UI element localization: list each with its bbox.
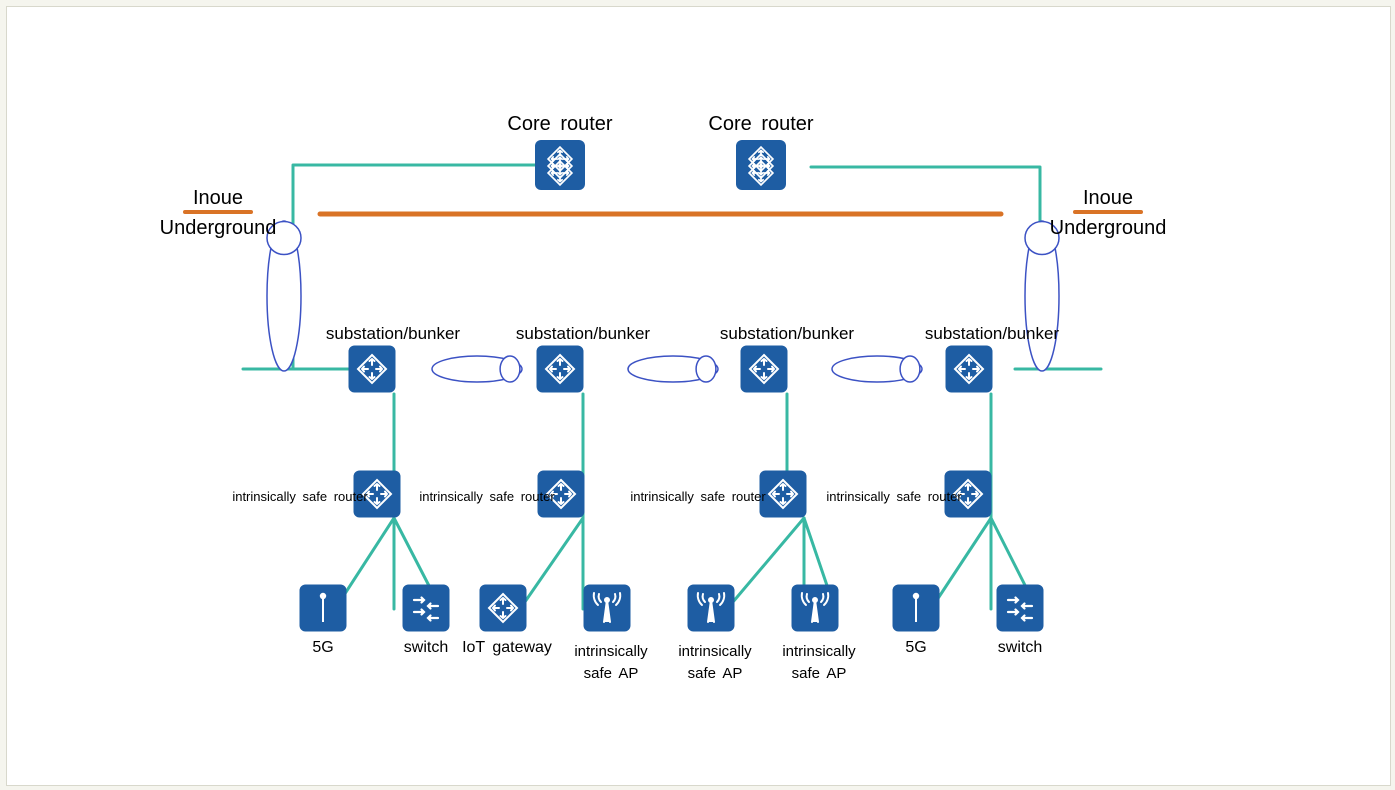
diagram-canvas: Core router Core router Inoue Undergroun…: [6, 6, 1391, 786]
device-sub1: [349, 346, 396, 393]
label-inoue-left-top: Inoue: [18, 187, 418, 210]
label-inoue-right-bottom: Underground: [908, 217, 1308, 240]
device-core_left: [535, 140, 585, 190]
device-sub2: [537, 346, 584, 393]
device-sub3: [741, 346, 788, 393]
device-sub4: [946, 346, 993, 393]
label-inoue-left-bottom: Underground: [18, 217, 418, 240]
device-leaf_ap_a: [584, 585, 631, 632]
label-switch-b: switch: [820, 639, 1220, 657]
device-leaf_switch_b: [997, 585, 1044, 632]
device-leaf_ap_b: [688, 585, 735, 632]
label-isr4: intrinsically safe router: [694, 489, 1094, 504]
device-leaf_iotgw: [480, 585, 527, 632]
device-leaf_5g_b: [893, 585, 940, 632]
device-leaf_switch_a: [403, 585, 450, 632]
device-leaf_5g_a: [300, 585, 347, 632]
label-core-right: Core router: [561, 113, 961, 136]
label-inoue-right-top: Inoue: [908, 187, 1308, 210]
device-core_right: [736, 140, 786, 190]
label-ap-a: intrinsicallysafe AP: [551, 641, 671, 685]
label-sub4: substation/bunker: [792, 324, 1192, 344]
device-leaf_ap_c: [792, 585, 839, 632]
